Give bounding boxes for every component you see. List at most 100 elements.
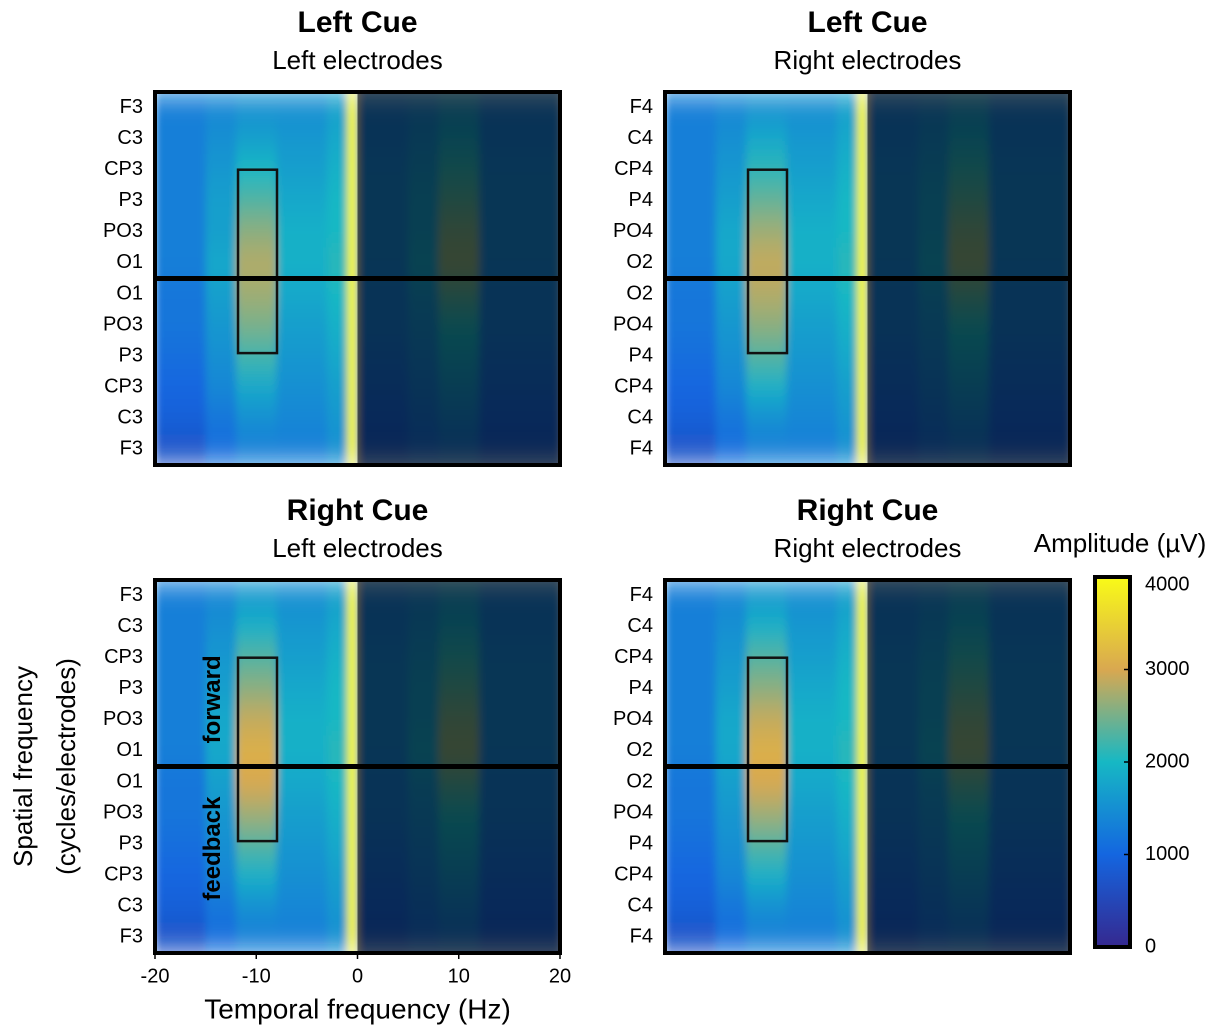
y-tick-label: PO3	[103, 313, 143, 335]
heat-cell	[327, 828, 348, 861]
heat-cell	[236, 611, 278, 643]
heat-cell	[347, 309, 359, 342]
heat-cell	[236, 890, 278, 923]
heat-cell	[155, 154, 207, 186]
heat-cell	[276, 735, 328, 768]
panel-title: Left Cue	[298, 6, 418, 39]
roi-box	[746, 656, 789, 843]
y-tick-label: C4	[627, 895, 653, 917]
heat-cell	[786, 797, 838, 830]
heat-cell	[746, 433, 788, 465]
y-tick-label: P3	[119, 677, 143, 699]
heat-cell	[665, 828, 717, 861]
y-tick-label: CP3	[104, 646, 143, 668]
heat-cell	[837, 735, 858, 768]
heat-cell	[347, 371, 359, 404]
heat-cell	[155, 433, 207, 465]
heat-cell	[327, 247, 348, 280]
heat-cell	[746, 340, 788, 373]
heat-cell	[786, 890, 838, 923]
heat-cell	[746, 278, 788, 311]
heat-cell	[155, 123, 207, 155]
heat-cell	[857, 123, 869, 155]
heat-cell	[857, 580, 869, 612]
y-tick-label: P3	[119, 344, 143, 366]
heat-cell	[665, 890, 717, 923]
heat-cell	[276, 340, 328, 373]
heat-cell	[236, 766, 278, 799]
x-tick-label: -20	[141, 965, 170, 987]
heat-cell	[837, 921, 858, 953]
y-tick-label: F4	[630, 926, 653, 948]
heat-cell	[327, 216, 348, 249]
heat-cell	[665, 433, 717, 465]
heat-cell	[746, 123, 788, 155]
heat-cell	[155, 766, 207, 799]
heat-cell	[857, 890, 869, 923]
heat-cell	[155, 247, 207, 280]
heat-cell	[746, 247, 788, 280]
heat-cell	[837, 247, 858, 280]
heat-cell	[857, 185, 869, 217]
heat-cell	[857, 673, 869, 705]
heat-cell	[746, 611, 788, 643]
heat-cell	[665, 642, 717, 674]
heat-cell	[715, 371, 747, 404]
heat-cell	[236, 580, 278, 612]
heat-cell	[837, 704, 858, 737]
heat-cell	[205, 247, 237, 280]
y-tick-label: CP3	[104, 864, 143, 886]
heat-cell	[715, 859, 747, 892]
heat-cell	[236, 921, 278, 953]
heat-cell	[715, 890, 747, 923]
heat-cell	[276, 154, 328, 186]
heat-cell	[347, 828, 359, 861]
heat-cell	[347, 433, 359, 465]
heat-cell	[205, 859, 237, 892]
heat-cell	[665, 673, 717, 705]
heat-cell	[715, 921, 747, 953]
heat-cell	[276, 185, 328, 217]
heat-cell	[837, 673, 858, 705]
heat-cell	[665, 735, 717, 768]
heat-cell	[155, 340, 207, 373]
heat-cell	[155, 580, 207, 612]
heat-cell	[715, 92, 747, 124]
heat-cell	[837, 278, 858, 311]
heat-cell	[715, 278, 747, 311]
heat-cell	[665, 247, 717, 280]
heat-cell	[205, 154, 237, 186]
colorbar-tick-label: 2000	[1145, 750, 1190, 772]
heat-cell	[347, 611, 359, 643]
heat-cell	[857, 704, 869, 737]
heat-cell	[715, 433, 747, 465]
colorbar-tick-label: 3000	[1145, 658, 1190, 680]
heat-cell	[327, 185, 348, 217]
heat-cell	[236, 859, 278, 892]
y-tick-label: C3	[117, 127, 143, 149]
heat-cell	[857, 921, 869, 953]
heat-cell	[347, 123, 359, 155]
heat-cell	[347, 185, 359, 217]
heat-cell	[236, 735, 278, 768]
heat-cell	[327, 371, 348, 404]
heat-cell	[205, 642, 237, 674]
heat-cell	[715, 309, 747, 342]
panel-title: Left Cue	[808, 6, 928, 39]
heat-cell	[347, 580, 359, 612]
heat-cell	[236, 92, 278, 124]
heat-cell	[786, 402, 838, 435]
heat-cell	[236, 797, 278, 830]
y-tick-label: CP3	[104, 376, 143, 398]
y-tick-label: CP4	[614, 864, 653, 886]
y-tick-label: O1	[116, 251, 143, 273]
heat-cell	[746, 216, 788, 249]
heat-cell	[327, 309, 348, 342]
heat-cell	[276, 828, 328, 861]
heat-cell	[276, 123, 328, 155]
y-tick-label: F3	[120, 438, 143, 460]
colorbar-tick-label: 0	[1145, 935, 1156, 957]
heat-cell	[786, 247, 838, 280]
heat-cell	[236, 123, 278, 155]
heat-cell	[327, 611, 348, 643]
